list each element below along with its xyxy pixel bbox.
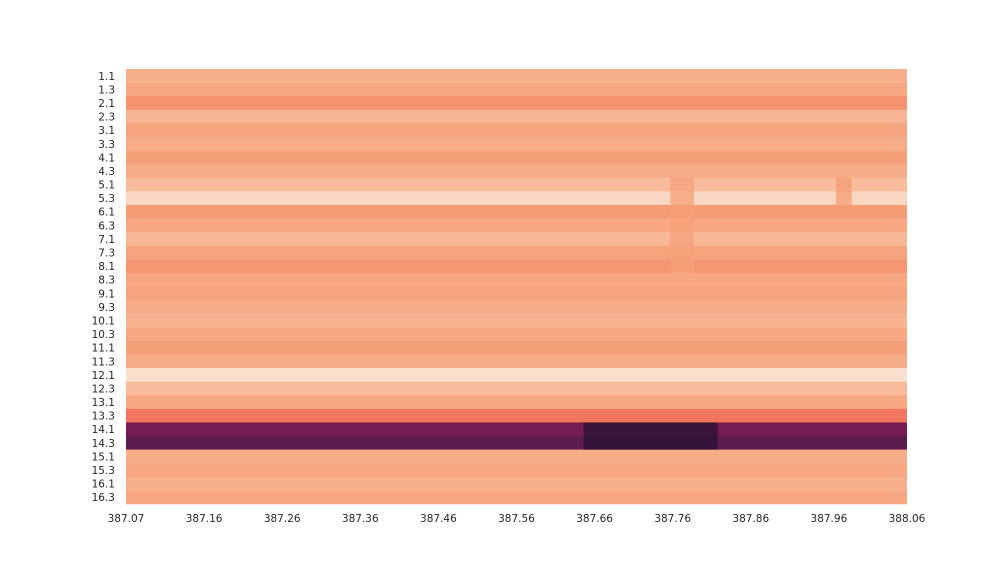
heatmap-row bbox=[126, 96, 907, 111]
heatmap-row bbox=[126, 395, 907, 410]
heatmap-row bbox=[126, 436, 907, 450]
heatmap-row bbox=[126, 109, 907, 124]
y-tick-label: 5.1 bbox=[98, 180, 115, 192]
y-tick-label: 4.1 bbox=[98, 152, 115, 164]
heatmap-row bbox=[126, 340, 907, 355]
heatmap-row bbox=[126, 490, 907, 505]
heatmap-row bbox=[126, 82, 907, 97]
heatmap-row bbox=[126, 422, 907, 437]
y-tick-label: 8.3 bbox=[98, 275, 115, 287]
heatmap-row bbox=[126, 286, 907, 301]
x-tick-label: 387.36 bbox=[342, 513, 379, 525]
y-tick-label: 9.1 bbox=[98, 288, 115, 300]
x-tick-label: 387.26 bbox=[264, 513, 301, 525]
y-tick-label: 7.3 bbox=[98, 248, 115, 260]
x-tick-label: 387.96 bbox=[811, 513, 848, 525]
y-tick-label: 15.1 bbox=[92, 451, 115, 463]
y-tick-label: 2.3 bbox=[98, 112, 115, 124]
y-tick-label: 1.3 bbox=[98, 84, 115, 96]
heatmap-row bbox=[126, 408, 907, 423]
y-tick-label: 5.3 bbox=[98, 193, 115, 205]
heatmap-row bbox=[126, 232, 907, 247]
heatmap-anomaly bbox=[670, 177, 694, 273]
y-tick-label: 2.1 bbox=[98, 98, 115, 110]
heatmap-row bbox=[126, 449, 907, 464]
y-tick-label: 13.3 bbox=[92, 411, 115, 423]
y-tick-label: 1.1 bbox=[98, 71, 115, 83]
heatmap-row bbox=[126, 381, 907, 396]
y-tick-label: 3.3 bbox=[98, 139, 115, 151]
x-tick-label: 387.86 bbox=[732, 513, 769, 525]
y-tick-label: 12.3 bbox=[92, 383, 115, 395]
y-tick-label: 14.3 bbox=[92, 438, 115, 450]
y-tick-label: 16.3 bbox=[92, 492, 115, 504]
y-tick-label: 4.3 bbox=[98, 166, 115, 178]
heatmap-row bbox=[126, 164, 907, 179]
heatmap-row bbox=[126, 463, 907, 478]
heatmap-row bbox=[126, 123, 907, 138]
heatmap-row bbox=[126, 150, 907, 165]
heatmap-row bbox=[126, 476, 907, 491]
heatmap-row bbox=[126, 177, 907, 192]
heatmap-row bbox=[126, 300, 907, 314]
heatmap-row bbox=[126, 191, 907, 206]
y-tick-label: 16.1 bbox=[92, 479, 115, 491]
y-tick-label: 15.3 bbox=[92, 465, 115, 477]
heatmap-row bbox=[126, 259, 907, 274]
heatmap-anomalies bbox=[583, 177, 852, 450]
heatmap-row bbox=[126, 327, 907, 342]
heatmap-row bbox=[126, 368, 907, 382]
y-axis: 1.11.3 2.1 2.33.1 3.34.1 4.3 5.15.3 6.16.3 7.1 7… bbox=[92, 71, 115, 504]
x-axis: 387.07 387.16 387.26 387.36 387.46 387.56 387.… bbox=[108, 513, 926, 525]
heatmap-row bbox=[126, 204, 907, 219]
y-tick-label: 9.3 bbox=[98, 302, 115, 314]
y-tick-label: 6.3 bbox=[98, 220, 115, 232]
y-tick-label: 10.3 bbox=[92, 329, 115, 341]
x-tick-label: 387.56 bbox=[498, 513, 535, 525]
heatmap-cells bbox=[126, 69, 907, 505]
heatmap-row bbox=[126, 69, 907, 83]
heatmap-anomaly bbox=[583, 422, 718, 450]
x-tick-label: 387.66 bbox=[576, 513, 613, 525]
y-tick-label: 12.1 bbox=[92, 370, 115, 382]
x-tick-label: 387.76 bbox=[654, 513, 691, 525]
heatmap-row bbox=[126, 272, 907, 287]
y-tick-label: 7.1 bbox=[98, 234, 115, 246]
y-tick-label: 11.1 bbox=[92, 343, 115, 355]
heatmap-row bbox=[126, 218, 907, 233]
y-tick-label: 3.1 bbox=[98, 125, 115, 137]
x-tick-label: 387.16 bbox=[186, 513, 223, 525]
y-tick-label: 6.1 bbox=[98, 207, 115, 219]
y-tick-label: 11.3 bbox=[92, 356, 115, 368]
y-tick-label: 8.1 bbox=[98, 261, 115, 273]
x-tick-label: 388.06 bbox=[889, 513, 926, 525]
heatmap-row bbox=[126, 354, 907, 369]
heatmap-row bbox=[126, 313, 907, 328]
y-tick-label: 13.1 bbox=[92, 397, 115, 409]
x-tick-label: 387.46 bbox=[420, 513, 457, 525]
heatmap-row bbox=[126, 245, 907, 260]
heatmap-anomaly bbox=[836, 177, 852, 205]
y-tick-label: 10.1 bbox=[92, 315, 115, 327]
heatmap-row bbox=[126, 136, 907, 151]
y-tick-label: 14.1 bbox=[92, 424, 115, 436]
x-tick-label: 387.07 bbox=[108, 513, 145, 525]
